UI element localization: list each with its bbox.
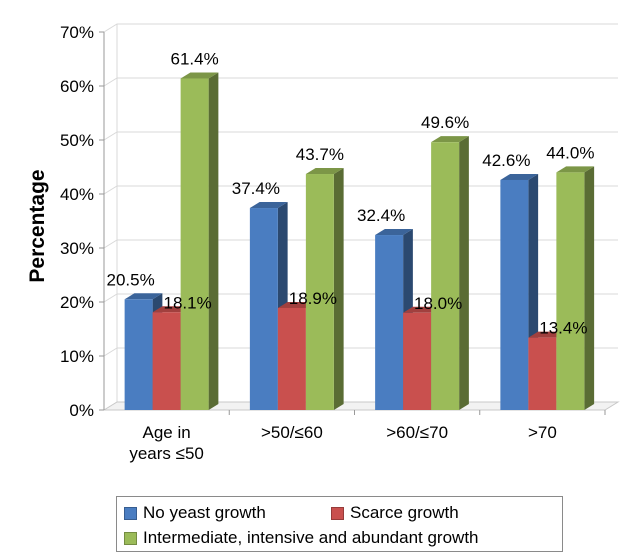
legend-swatch-green (124, 531, 137, 545)
y-axis-title: Percentage (26, 169, 49, 282)
legend: No yeast growth Scarce growth Intermedia… (116, 496, 563, 552)
legend-item-no-yeast-growth: No yeast growth (124, 503, 266, 523)
bar-front (249, 208, 278, 410)
bar-front (152, 312, 181, 410)
bar-side (459, 136, 469, 410)
data-label: 18.1% (164, 293, 212, 312)
bar-side (333, 168, 344, 410)
axes: 0% 10% 20% 30% 40% 50% 60% 70% Age in years ≤50 >5… (60, 23, 620, 463)
gridline (103, 23, 618, 33)
bar-front (556, 172, 585, 410)
bar-top (431, 136, 469, 143)
y-tick-label: 70% (60, 23, 94, 42)
data-label: 18.9% (289, 289, 337, 308)
bar-top (249, 202, 288, 209)
legend-swatch-blue (124, 506, 137, 520)
legend-label: Scarce growth (350, 503, 459, 522)
x-category-label: >60/≤70 (386, 423, 448, 442)
bars (124, 72, 595, 410)
bar (305, 168, 344, 410)
bar (431, 136, 469, 410)
bar-side (584, 166, 595, 410)
data-label: 61.4% (171, 49, 219, 68)
bar-front (124, 299, 153, 410)
data-label: 20.5% (107, 270, 155, 289)
data-label: 42.6% (482, 151, 530, 170)
x-category-label: years ≤50 (129, 444, 204, 463)
y-tick-label: 40% (60, 185, 94, 204)
bar (375, 229, 413, 410)
x-category-label: >50/≤60 (261, 423, 323, 442)
data-label: 32.4% (357, 206, 405, 225)
data-label: 43.7% (296, 145, 344, 164)
legend-swatch-red (331, 506, 344, 520)
bar-front (277, 307, 306, 410)
bar-top (124, 293, 163, 300)
bar-top (375, 229, 413, 236)
data-label: 37.4% (232, 179, 280, 198)
bar-top (556, 166, 595, 173)
bar-top (305, 168, 344, 175)
legend-label: No yeast growth (143, 503, 266, 522)
data-labels: 20.5% 18.1% 61.4% 37.4% 18.9% 43.7% 32.4% 18.0%… (107, 49, 595, 337)
y-tick-label: 0% (69, 401, 94, 420)
bar-top (500, 173, 539, 180)
legend-label: Intermediate, intensive and abundant gro… (143, 528, 479, 547)
bar-front (375, 235, 404, 410)
bar (556, 166, 595, 410)
bar-front (431, 142, 460, 410)
data-label: 49.6% (421, 113, 469, 132)
bar-front (528, 337, 557, 410)
bar-top (180, 72, 219, 79)
legend-item-scarce-growth: Scarce growth (331, 503, 459, 523)
bar-front (180, 78, 209, 410)
y-tick-label: 60% (60, 77, 94, 96)
y-tick-label: 30% (60, 239, 94, 258)
bar (180, 72, 219, 410)
bar-chart: 0% 10% 20% 30% 40% 50% 60% 70% Age in years ≤50 >5… (26, 23, 620, 463)
y-tick-label: 50% (60, 131, 94, 150)
x-category-label: >70 (528, 423, 557, 442)
x-category-label: Age in (143, 423, 191, 442)
bar-side (208, 72, 219, 410)
legend-item-intermediate-growth: Intermediate, intensive and abundant gro… (124, 528, 479, 548)
y-tick-label: 10% (60, 347, 94, 366)
bar-front (403, 312, 432, 410)
bar-front (500, 179, 529, 410)
data-label: 44.0% (546, 143, 594, 162)
bar-front (305, 174, 334, 410)
y-tick-label: 20% (60, 293, 94, 312)
data-label: 18.0% (414, 294, 462, 313)
data-label: 13.4% (539, 319, 587, 338)
